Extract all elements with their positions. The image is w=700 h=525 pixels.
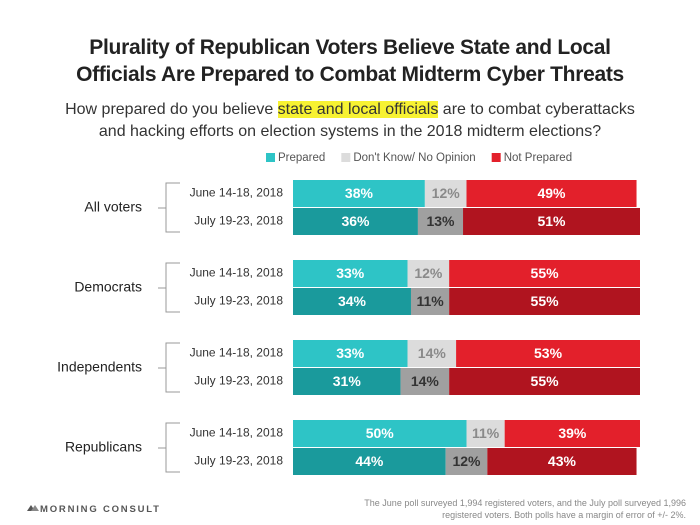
subtitle-text: and hacking efforts on election systems … <box>98 123 602 140</box>
bracket <box>158 422 180 473</box>
bar-segment <box>445 448 488 475</box>
value-label: 31% <box>333 373 362 389</box>
bar-segment <box>293 340 408 367</box>
bar-segment <box>504 420 640 447</box>
bar-segment <box>293 448 446 475</box>
row-label: July 19-23, 2018 <box>194 214 283 228</box>
row-label: June 14-18, 2018 <box>190 346 284 360</box>
bar-segment <box>424 180 467 207</box>
bar-segment <box>449 260 640 287</box>
bar-segment <box>463 208 640 235</box>
value-label: 55% <box>531 293 560 309</box>
legend-swatch <box>341 153 351 162</box>
value-label: 33% <box>336 345 365 361</box>
bar-segment <box>466 420 505 447</box>
bar-segment <box>293 288 411 315</box>
value-label: 55% <box>531 265 560 281</box>
bracket <box>158 342 180 393</box>
row-label: July 19-23, 2018 <box>194 294 283 308</box>
legend-label: Don't Know/ No Opinion <box>353 152 475 164</box>
value-label: 12% <box>452 453 481 469</box>
row-label: June 14-18, 2018 <box>190 266 284 280</box>
value-label: 53% <box>534 345 563 361</box>
bar-segment <box>293 368 401 395</box>
value-label: 49% <box>537 185 566 201</box>
bar-segment <box>417 208 464 235</box>
source: MORNING CONSULT <box>40 504 161 515</box>
value-label: 14% <box>411 373 440 389</box>
brand-icon <box>27 505 39 511</box>
bar-segment <box>407 340 457 367</box>
value-label: 39% <box>558 425 587 441</box>
value-label: 44% <box>355 453 384 469</box>
group-label: Republicans <box>65 439 142 455</box>
subtitle: How prepared do you believe state and lo… <box>0 99 700 143</box>
bar-segment <box>466 180 637 207</box>
bar-segment <box>449 368 640 395</box>
row-label: June 14-18, 2018 <box>190 426 284 440</box>
row-label: June 14-18, 2018 <box>190 186 284 200</box>
legend-swatch <box>491 153 501 162</box>
value-label: 36% <box>341 213 370 229</box>
bar-segment <box>400 368 450 395</box>
value-label: 55% <box>531 373 560 389</box>
bar-segment <box>407 260 450 287</box>
bar-segment <box>456 340 640 367</box>
bar-segment <box>410 288 450 315</box>
legend-label: Prepared <box>278 152 325 164</box>
value-label: 33% <box>336 265 365 281</box>
group-label: Democrats <box>74 279 142 295</box>
value-label: 12% <box>432 185 461 201</box>
value-label: 43% <box>548 453 577 469</box>
bar-segment <box>487 448 637 475</box>
bar-segment <box>293 260 408 287</box>
row-label: July 19-23, 2018 <box>194 374 283 388</box>
bar-segment <box>293 208 418 235</box>
value-label: 38% <box>345 185 374 201</box>
row-label: July 19-23, 2018 <box>194 454 283 468</box>
subtitle-highlight: state and local officials <box>277 101 439 118</box>
value-label: 11% <box>416 293 444 309</box>
group-label: All voters <box>84 199 142 215</box>
title-line: Officials Are Prepared to Combat Midterm… <box>76 63 624 86</box>
note: The June poll surveyed 1,994 registered … <box>364 498 686 520</box>
value-label: 50% <box>366 425 395 441</box>
value-label: 12% <box>414 265 443 281</box>
value-label: 34% <box>338 293 367 309</box>
value-label: 11% <box>472 425 500 441</box>
bar-segment <box>293 180 425 207</box>
bar-segment <box>449 288 640 315</box>
value-label: 13% <box>426 213 455 229</box>
title-line: Plurality of Republican Voters Believe S… <box>89 36 611 59</box>
legend-label: Not Prepared <box>504 152 572 164</box>
value-label: 51% <box>537 213 566 229</box>
bar-segment <box>293 420 467 447</box>
subtitle-text: are to combat cyberattacks <box>438 101 635 118</box>
value-label: 14% <box>418 345 447 361</box>
group-label: Independents <box>57 359 142 375</box>
bracket <box>158 262 180 313</box>
bracket <box>158 182 180 233</box>
subtitle-text: How prepared do you believe <box>65 101 278 118</box>
chart-title: Plurality of Republican Voters Believe S… <box>0 34 700 88</box>
legend-swatch <box>266 153 275 162</box>
